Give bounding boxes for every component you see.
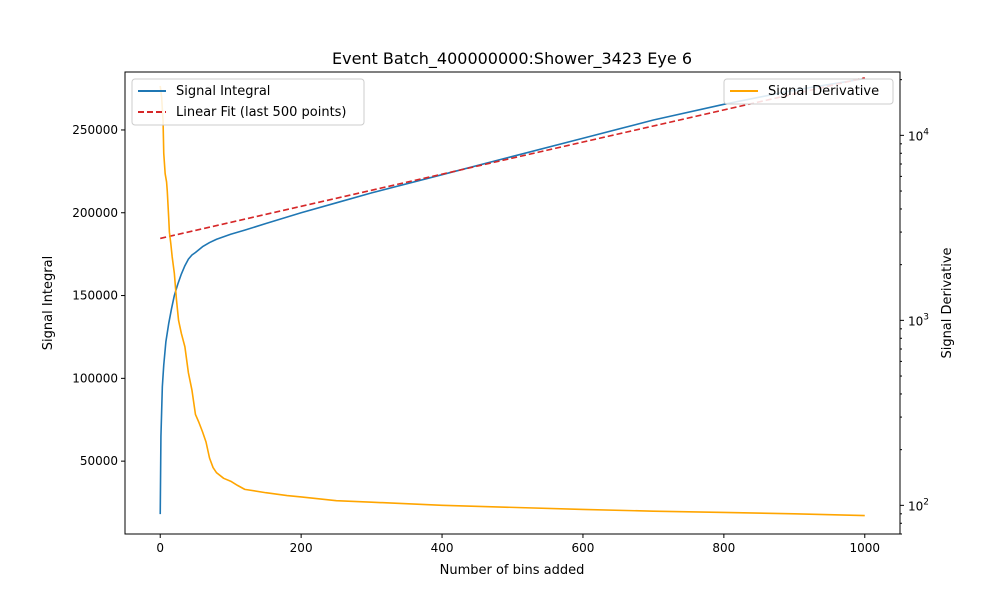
- y-axis-left: 50000 100000 150000 200000 250000: [72, 123, 125, 468]
- legend-left-box: [131, 78, 365, 126]
- x-axis-label: Number of bins added: [440, 563, 585, 578]
- legend-label-signal-integral: Signal Integral: [176, 84, 270, 99]
- series-layer: [159, 77, 865, 517]
- y-tick-label: 50000: [80, 454, 118, 468]
- legend-right: Signal Derivative: [723, 78, 894, 105]
- y2-tick-label: 102: [908, 497, 929, 513]
- x-tick-label: 1000: [849, 541, 880, 555]
- x-axis: 0 200 400 600 800 1000: [156, 534, 880, 555]
- chart-title: Event Batch_400000000:Shower_3423 Eye 6: [332, 49, 692, 69]
- y-tick-label: 150000: [72, 289, 118, 303]
- legend-left: Signal Integral Linear Fit (last 500 poi…: [131, 78, 365, 126]
- x-tick-label: 200: [290, 541, 313, 555]
- x-tick-label: 400: [431, 541, 454, 555]
- y-tick-label: 250000: [72, 123, 118, 137]
- x-tick-label: 600: [572, 541, 595, 555]
- y-axis-right: 102 103 104: [900, 79, 929, 535]
- legend-label-linear-fit: Linear Fit (last 500 points): [176, 105, 347, 120]
- plot-frame: [124, 71, 901, 535]
- y2-tick-label: 103: [908, 312, 929, 328]
- x-tick-label: 800: [712, 541, 735, 555]
- legend-label-signal-derivative: Signal Derivative: [768, 84, 879, 99]
- y2-tick-label: 104: [908, 127, 929, 143]
- series-line-linear-fit-last-500-points: [160, 77, 865, 240]
- legend-right-box: [723, 78, 894, 105]
- y-tick-label: 200000: [72, 206, 118, 220]
- y-tick-label: 100000: [72, 371, 118, 385]
- y-axis-label: Signal Integral: [41, 256, 56, 350]
- series-line-signal-integral: [159, 77, 865, 515]
- y2-axis-label: Signal Derivative: [940, 247, 955, 358]
- x-tick-label: 0: [156, 541, 164, 555]
- series-line-signal-derivative: [159, 85, 865, 517]
